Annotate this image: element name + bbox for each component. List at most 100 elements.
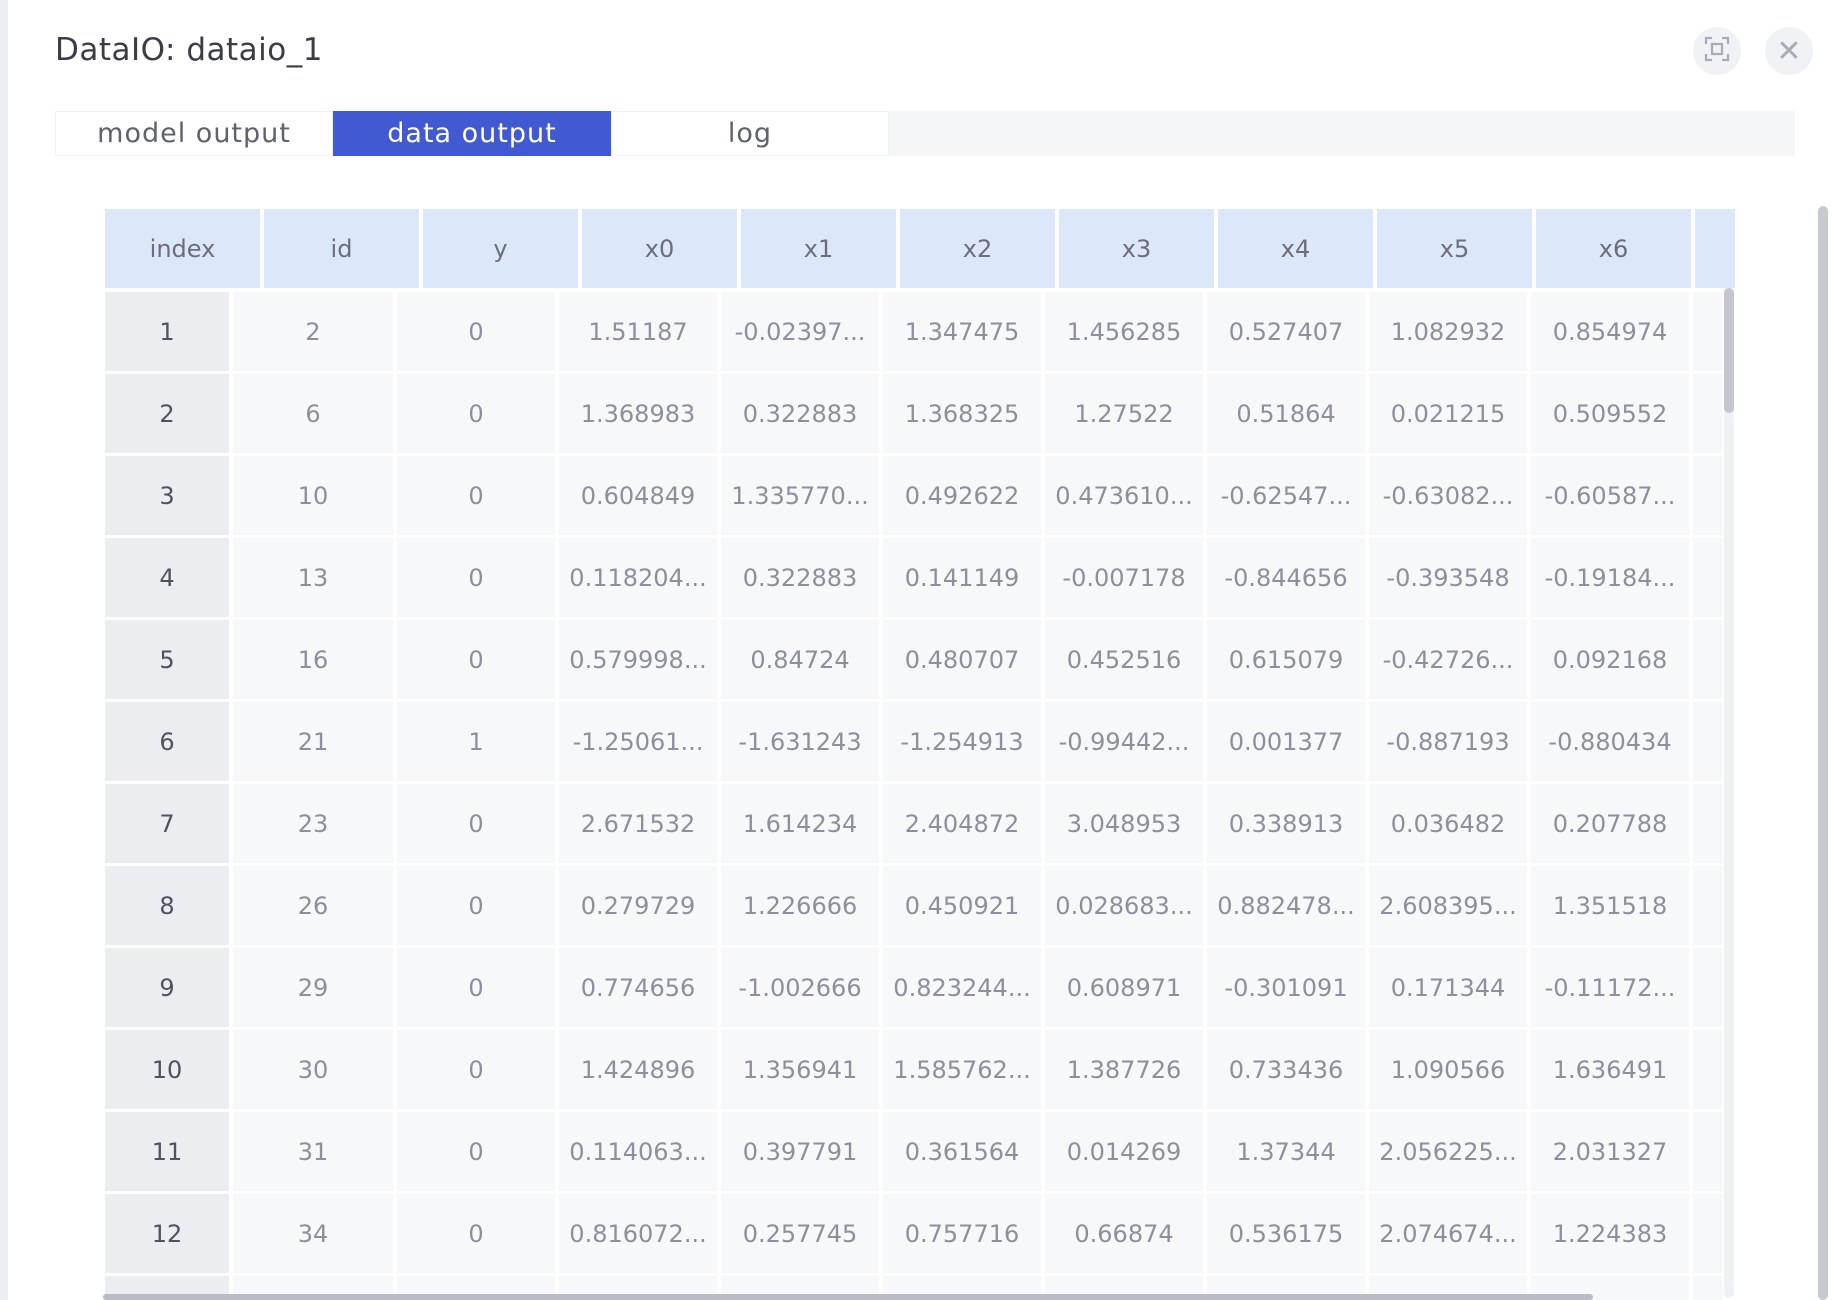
cell-overflow: [1693, 1276, 1723, 1300]
cell-y: 0: [397, 620, 555, 699]
table-scroll-thumb[interactable]: [1724, 288, 1734, 413]
cell-x0: 0.774656: [559, 948, 717, 1027]
cell-x2: 2.404872: [883, 784, 1041, 863]
cell-overflow: [1693, 374, 1723, 453]
table-row[interactable]: 3 10 0 0.604849 1.335770... 0.492622 0.473610.…: [105, 456, 1735, 535]
table-row[interactable]: 6 21 1 -1.25061... -1.631243 -1.254913 -0.9944…: [105, 702, 1735, 781]
cell-x3: 0.452516: [1045, 620, 1203, 699]
cell-x2: 1.368325: [883, 374, 1041, 453]
cell-x2: 0.450921: [883, 866, 1041, 945]
cell-x4: 0.536175: [1207, 1194, 1365, 1273]
cell-y: 1: [397, 702, 555, 781]
cell-x0: 2.671532: [559, 784, 717, 863]
cell-x5: 0.171344: [1369, 948, 1527, 1027]
column-header-y[interactable]: y: [423, 209, 578, 288]
cell-x2: 0.823244...: [883, 948, 1041, 1027]
column-header-x0[interactable]: x0: [582, 209, 737, 288]
cell-x0: 0.579998...: [559, 620, 717, 699]
tab-model-output[interactable]: model output: [55, 111, 333, 156]
table-vertical-scrollbar[interactable]: [1724, 288, 1734, 1298]
cell-x2: 0.757716: [883, 1194, 1041, 1273]
cell-index: 11: [105, 1112, 229, 1191]
cell-x5: 1.082932: [1369, 292, 1527, 371]
cell-x6: -0.880434: [1531, 702, 1689, 781]
cell-overflow: [1693, 702, 1723, 781]
cell-x0: 1.51187: [559, 292, 717, 371]
cell-overflow: [1693, 620, 1723, 699]
cell-id: 29: [233, 948, 393, 1027]
cell-y: 0: [397, 1112, 555, 1191]
cell-x0: 0.118204...: [559, 538, 717, 617]
cell-x0: 0.114063...: [559, 1112, 717, 1191]
cell-x1: 0.257745: [721, 1194, 879, 1273]
cell-x0: 1.368983: [559, 374, 717, 453]
cell-overflow: [1693, 538, 1723, 617]
cell-x6: 0.854974: [1531, 292, 1689, 371]
cell-x5: 0.021215: [1369, 374, 1527, 453]
cell-index: 1: [105, 292, 229, 371]
cell-x2: 0.141149: [883, 538, 1041, 617]
column-header-id[interactable]: id: [264, 209, 419, 288]
cell-x0: 0.279729: [559, 866, 717, 945]
cell-x5: 2.056225...: [1369, 1112, 1527, 1191]
cell-x0: 0.604849: [559, 456, 717, 535]
cell-x5: -0.42726...: [1369, 620, 1527, 699]
cell-x1: -1.631243: [721, 702, 879, 781]
close-button[interactable]: ✕: [1765, 27, 1813, 75]
tab-data-output[interactable]: data output: [333, 111, 611, 156]
cell-x6: -0.60587...: [1531, 456, 1689, 535]
cell-overflow: [1693, 1112, 1723, 1191]
cell-x3: 0.473610...: [1045, 456, 1203, 535]
column-header-x3[interactable]: x3: [1059, 209, 1214, 288]
cell-x2: 0.492622: [883, 456, 1041, 535]
cell-x3: 0.66874: [1045, 1194, 1203, 1273]
cell-index: 5: [105, 620, 229, 699]
table-row[interactable]: 5 16 0 0.579998... 0.84724 0.480707 0.452516 0.…: [105, 620, 1735, 699]
cell-x4: -0.62547...: [1207, 456, 1365, 535]
cell-x5: -0.63082...: [1369, 456, 1527, 535]
column-header-x5[interactable]: x5: [1377, 209, 1532, 288]
cell-x5: 0.036482: [1369, 784, 1527, 863]
cell-x0: -1.25061...: [559, 702, 717, 781]
table-body: 1 2 0 1.51187 -0.02397... 1.347475 1.456285 0.5…: [105, 292, 1735, 1300]
cell-x1: 0.397791: [721, 1112, 879, 1191]
cell-x6: -0.19184...: [1531, 538, 1689, 617]
cell-x1: 1.614234: [721, 784, 879, 863]
column-header-x4[interactable]: x4: [1218, 209, 1373, 288]
cell-x4: 1.37344: [1207, 1112, 1365, 1191]
cell-x6: 2.031327: [1531, 1112, 1689, 1191]
table-row[interactable]: 1 2 0 1.51187 -0.02397... 1.347475 1.456285 0.5…: [105, 292, 1735, 371]
table-row[interactable]: 7 23 0 2.671532 1.614234 2.404872 3.048953 0.33…: [105, 784, 1735, 863]
cell-overflow: [1693, 1194, 1723, 1273]
column-header-index[interactable]: index: [105, 209, 260, 288]
table-row[interactable]: 9 29 0 0.774656 -1.002666 0.823244... 0.608971…: [105, 948, 1735, 1027]
table-row[interactable]: 10 30 0 1.424896 1.356941 1.585762... 1.387726…: [105, 1030, 1735, 1109]
data-table: index id y x0 x1 x2 x3 x4 x5 x6 1 2 0 1.51187 -0.0239…: [105, 209, 1735, 1300]
cell-id: 31: [233, 1112, 393, 1191]
cell-x1: -0.02397...: [721, 292, 879, 371]
column-header-x2[interactable]: x2: [900, 209, 1055, 288]
cell-x6: 0.509552: [1531, 374, 1689, 453]
table-row[interactable]: 8 26 0 0.279729 1.226666 0.450921 0.028683... 0…: [105, 866, 1735, 945]
cell-x2: 1.585762...: [883, 1030, 1041, 1109]
cell-overflow: [1693, 866, 1723, 945]
cell-x4: -0.844656: [1207, 538, 1365, 617]
column-header-x1[interactable]: x1: [741, 209, 896, 288]
dialog-vertical-scrollbar[interactable]: [1818, 206, 1828, 1300]
table-row[interactable]: 2 6 0 1.368983 0.322883 1.368325 1.27522 0.5186…: [105, 374, 1735, 453]
table-row[interactable]: 12 34 0 0.816072... 0.257745 0.757716 0.66874 0…: [105, 1194, 1735, 1273]
cell-overflow: [1693, 456, 1723, 535]
cell-x3: 1.456285: [1045, 292, 1203, 371]
table-row[interactable]: 11 31 0 0.114063... 0.397791 0.361564 0.014269…: [105, 1112, 1735, 1191]
table-row[interactable]: 4 13 0 0.118204... 0.322883 0.141149 -0.007178…: [105, 538, 1735, 617]
cell-index: 9: [105, 948, 229, 1027]
table-horizontal-scrollbar[interactable]: [103, 1294, 1593, 1300]
cell-x2: 0.361564: [883, 1112, 1041, 1191]
cell-y: 0: [397, 292, 555, 371]
fullscreen-button[interactable]: [1693, 27, 1741, 75]
column-header-x6[interactable]: x6: [1536, 209, 1691, 288]
cell-x5: 2.608395...: [1369, 866, 1527, 945]
tab-log[interactable]: log: [611, 111, 889, 156]
cell-x0: 1.424896: [559, 1030, 717, 1109]
cell-index: 10: [105, 1030, 229, 1109]
